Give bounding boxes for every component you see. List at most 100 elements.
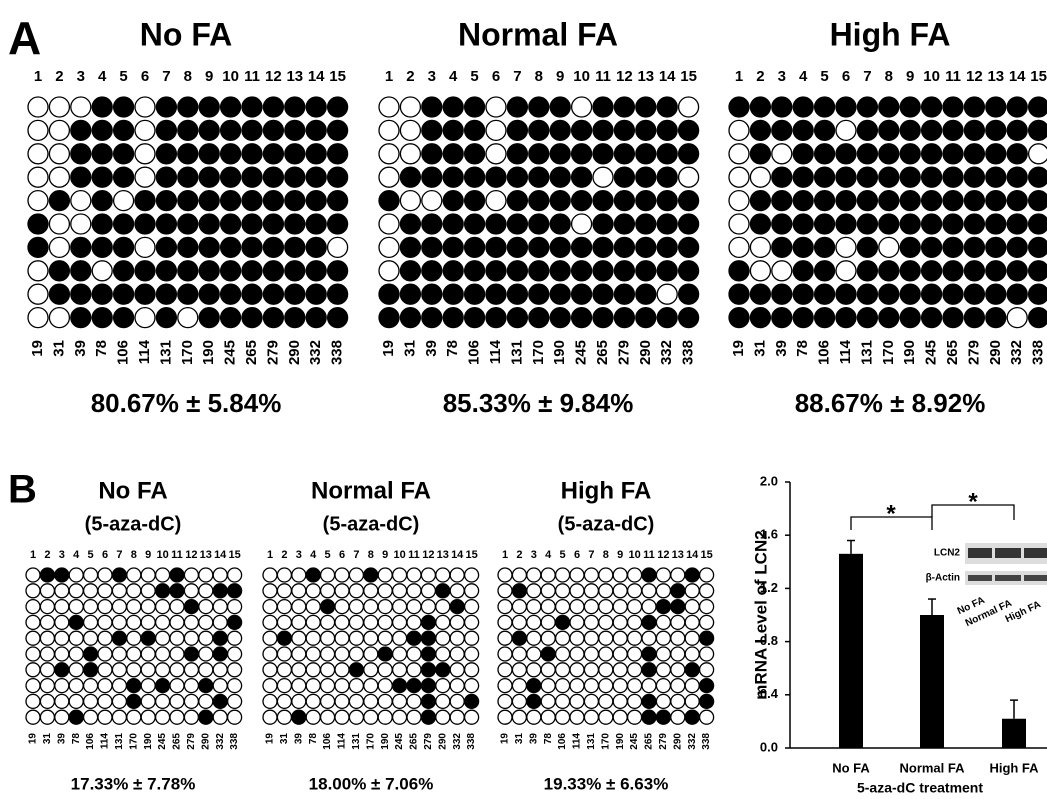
cpg-site [793, 97, 813, 117]
cpg-site [986, 120, 1006, 140]
cpg-site [242, 144, 262, 164]
cpg-site [498, 584, 512, 598]
cpg-site [729, 261, 749, 281]
cpg-site [349, 600, 363, 614]
cpg-site [599, 663, 613, 677]
cpg-site [228, 679, 242, 693]
cpg-site [98, 663, 112, 677]
cpg-site [613, 647, 627, 661]
column-number: 6 [339, 549, 345, 561]
cpg-site [986, 214, 1006, 234]
column-number: 15 [1030, 68, 1047, 85]
cpg-site [292, 694, 306, 708]
cpg-site [628, 710, 642, 724]
cpg-site [221, 237, 241, 257]
cpg-site [69, 647, 83, 661]
cpg-site [1029, 120, 1047, 140]
panel-label: A [8, 12, 41, 64]
cpg-site [364, 663, 378, 677]
cpg-site [900, 167, 920, 187]
cpg-site [364, 679, 378, 693]
cpg-position: 279 [423, 733, 434, 750]
cpg-site [793, 214, 813, 234]
cpg-site [242, 191, 262, 211]
cpg-site [263, 97, 283, 117]
cpg-site [49, 284, 69, 304]
cpg-site [465, 120, 485, 140]
group-subtitle: (5-aza-dC) [323, 513, 420, 535]
cpg-site [614, 261, 634, 281]
cpg-position: 131 [586, 733, 597, 750]
cpg-site [572, 191, 592, 211]
cpg-site [400, 97, 420, 117]
cpg-site [700, 600, 714, 614]
cpg-site [335, 631, 349, 645]
cpg-site [512, 647, 526, 661]
cpg-site [263, 167, 283, 187]
cpg-site [321, 631, 335, 645]
cpg-site [28, 284, 48, 304]
cpg-position: 190 [200, 340, 217, 365]
cpg-site [184, 584, 198, 598]
x-tick-label: High FA [989, 760, 1039, 775]
cpg-position: 114 [487, 339, 504, 364]
cpg-site [28, 144, 48, 164]
cpg-site [178, 308, 198, 328]
column-number: 6 [141, 68, 149, 85]
cpg-site [556, 615, 570, 629]
cpg-position: 190 [615, 733, 626, 750]
column-number: 3 [296, 549, 302, 561]
cpg-position: 78 [794, 340, 811, 357]
cpg-site [584, 694, 598, 708]
cpg-site [114, 284, 134, 304]
cpg-site [486, 167, 506, 187]
cpg-site [292, 615, 306, 629]
cpg-site [964, 191, 984, 211]
cpg-site [729, 284, 749, 304]
cpg-site [407, 679, 421, 693]
cpg-site [614, 97, 634, 117]
cpg-site [628, 663, 642, 677]
cpg-site [306, 191, 326, 211]
cpg-site [228, 568, 242, 582]
cpg-site [679, 191, 699, 211]
cpg-site [379, 120, 399, 140]
cpg-site [1007, 308, 1027, 328]
cpg-site [55, 710, 69, 724]
cpg-site [657, 284, 677, 304]
cpg-position: 290 [987, 340, 1004, 365]
column-number: 14 [659, 68, 676, 85]
column-number: 4 [799, 68, 808, 85]
cpg-position: 265 [944, 340, 961, 365]
cpg-site [541, 600, 555, 614]
cpg-site [793, 191, 813, 211]
cpg-position: 290 [200, 733, 211, 750]
column-number: 7 [353, 549, 359, 561]
cpg-site [306, 167, 326, 187]
cpg-site [685, 710, 699, 724]
cpg-site [407, 615, 421, 629]
cpg-site [671, 631, 685, 645]
column-number: 1 [502, 549, 508, 561]
cpg-site [156, 261, 176, 281]
cpg-site [671, 600, 685, 614]
y-tick-label: 0.0 [760, 739, 778, 754]
cpg-site [685, 663, 699, 677]
cpg-site [656, 600, 670, 614]
cpg-position: 114 [837, 339, 854, 364]
cpg-site [570, 568, 584, 582]
cpg-position: 279 [658, 733, 669, 750]
cpg-site [541, 615, 555, 629]
cpg-site [1007, 120, 1027, 140]
cpg-site [527, 568, 541, 582]
cpg-site [184, 631, 198, 645]
cpg-site [1007, 167, 1027, 187]
cpg-site [156, 584, 170, 598]
cpg-site [486, 97, 506, 117]
cpg-site [529, 191, 549, 211]
cpg-site [407, 600, 421, 614]
cpg-site [263, 191, 283, 211]
cpg-site [221, 261, 241, 281]
cpg-site [498, 679, 512, 693]
cpg-site [879, 144, 899, 164]
